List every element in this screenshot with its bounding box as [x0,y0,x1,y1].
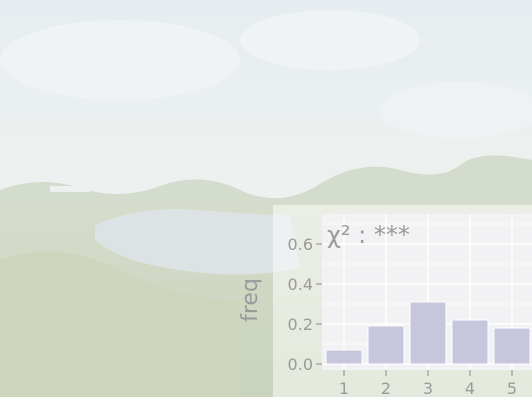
x-tick-label: 5 [507,379,517,397]
bar-1 [325,349,363,365]
barn [50,186,90,192]
chart-title: χ² : *** [327,221,410,249]
x-tick-label: 1 [339,379,349,397]
y-axis-label: freq [238,278,263,322]
y-tick-label: 0.6 [288,235,313,254]
y-tick-label: 0.2 [288,315,313,334]
cloud [240,10,420,70]
cloud [0,20,240,100]
cloud [380,82,532,138]
x-tick-label: 4 [465,379,475,397]
bar-4 [451,319,489,365]
foreground-plants [0,252,240,397]
bar-2 [367,325,405,365]
bars [325,301,531,365]
y-tick-label: 0.4 [288,275,313,294]
treeline [0,155,532,210]
x-tick-label: 2 [381,379,391,397]
x-axis: 1 2 3 4 5 [339,370,517,397]
pond [95,209,300,275]
bar-5 [493,327,531,365]
y-tick-label: 0.0 [288,355,313,374]
x-tick-label: 3 [423,379,433,397]
bar-3 [409,301,447,365]
y-axis: 0.0 0.2 0.4 0.6 [288,235,322,374]
